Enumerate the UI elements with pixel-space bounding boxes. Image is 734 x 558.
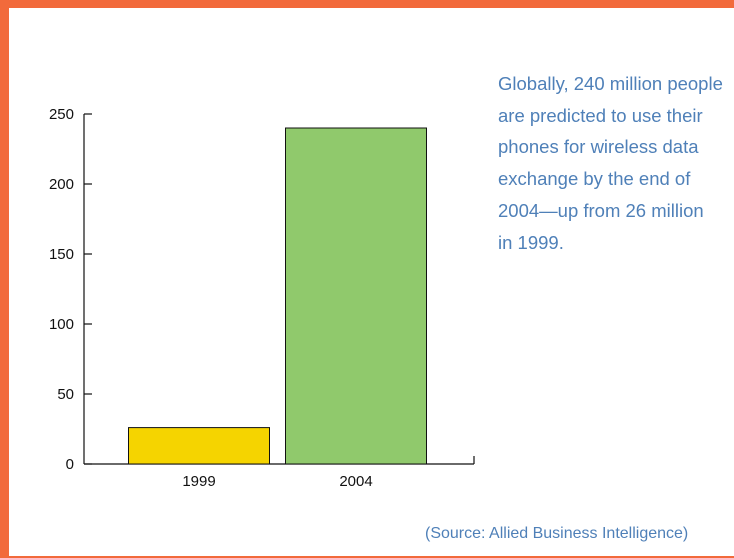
y-tick-label-0: 0: [66, 456, 74, 473]
y-tick-label-200: 200: [49, 176, 74, 193]
source-note: (Source: Allied Business Intelligence): [425, 525, 689, 542]
x-tick-label-1999: 1999: [182, 473, 215, 490]
y-tick-label-150: 150: [49, 246, 74, 263]
bar-1999: [128, 427, 270, 465]
y-tick-label-250: 250: [49, 106, 74, 123]
y-tick-label-50: 50: [57, 386, 74, 403]
description-text: Globally, 240 million people are predict…: [498, 73, 723, 253]
x-tick-label-2004: 2004: [339, 473, 372, 490]
bar-2004: [285, 127, 427, 465]
y-tick-label-100: 100: [49, 316, 74, 333]
